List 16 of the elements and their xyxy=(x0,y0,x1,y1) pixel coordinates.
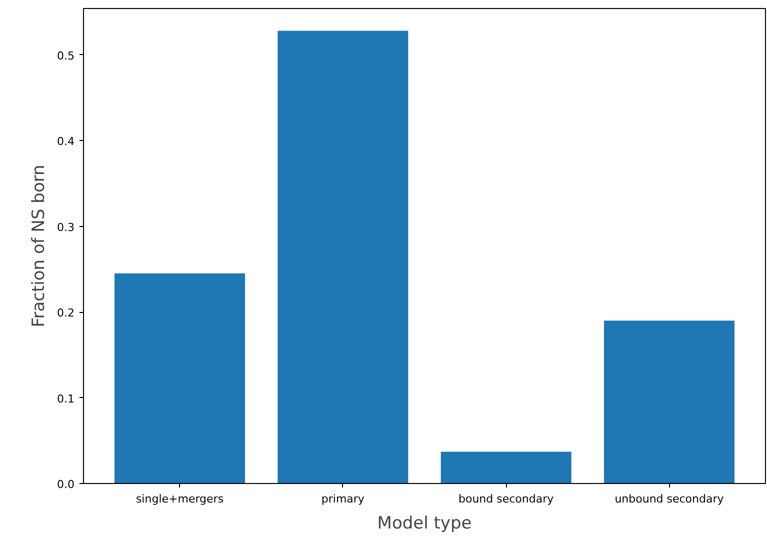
x-tick-label: primary xyxy=(321,492,365,506)
y-tick-label: 0.3 xyxy=(57,220,75,234)
y-tick-label: 0.2 xyxy=(57,306,75,320)
y-tick-label: 0.1 xyxy=(57,392,75,406)
x-tick-label: unbound secondary xyxy=(614,492,724,506)
bar xyxy=(440,452,572,484)
y-tick-label: 0.0 xyxy=(57,478,75,491)
y-tick-label: 0.4 xyxy=(57,135,75,148)
y-tick-label: 0.5 xyxy=(57,49,75,62)
y-axis-title: Fraction of NS born xyxy=(29,164,50,328)
bar xyxy=(278,30,408,484)
bar xyxy=(604,320,734,484)
x-tick-label: bound secondary xyxy=(458,492,554,506)
x-axis-title: Model type xyxy=(377,514,472,534)
bar xyxy=(114,273,246,484)
x-tick-label: single+mergers xyxy=(136,492,224,506)
